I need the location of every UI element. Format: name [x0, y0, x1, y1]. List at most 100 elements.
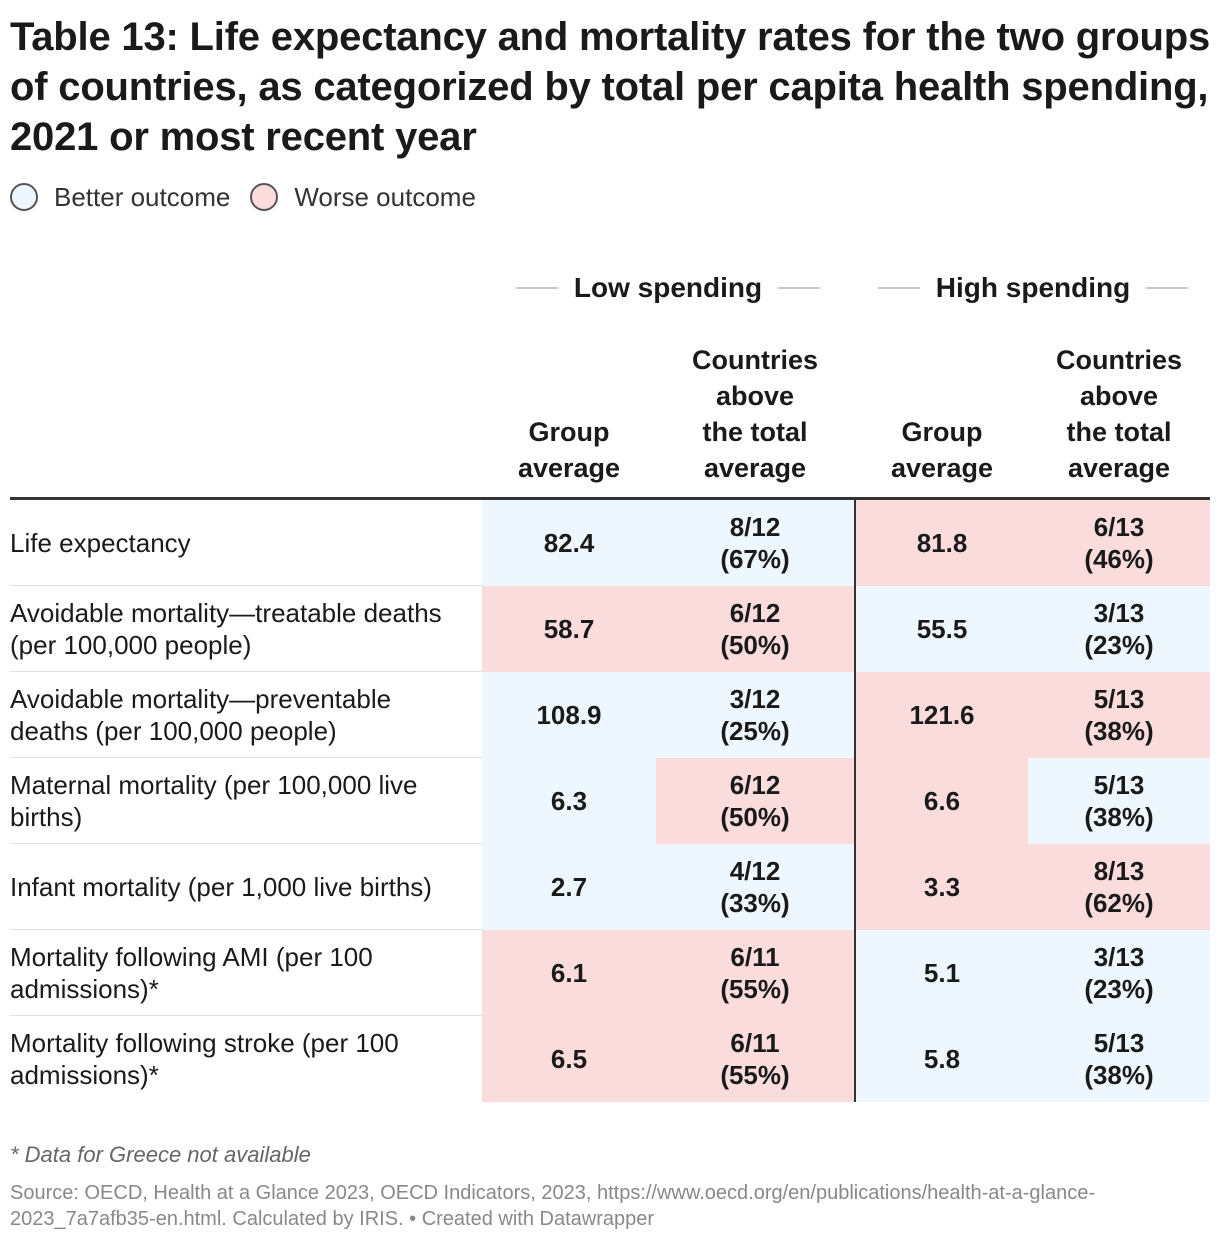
- low-countries-above-cell: 3/12 (25%): [656, 672, 854, 758]
- cell-value: 58.7: [543, 614, 595, 644]
- cell-count: 6/12: [729, 770, 781, 800]
- high-countries-above-cell: 5/13 (38%): [1028, 672, 1210, 758]
- row-label: Life expectancy: [10, 528, 191, 558]
- column-header-high-countries-above: Countries above the total average: [1028, 336, 1210, 486]
- cell-value: 6.6: [923, 786, 961, 816]
- high-group-average-cell: 3.3: [856, 844, 1028, 930]
- column-header-line: average: [703, 453, 807, 483]
- cell-percent: (50%): [720, 630, 790, 660]
- cell-percent: (23%): [1084, 974, 1154, 1004]
- cell-percent: (38%): [1084, 802, 1154, 832]
- cell-count: 8/12: [729, 512, 781, 542]
- group-header-low: Low spending: [482, 268, 854, 308]
- legend-label-better: Better outcome: [54, 181, 231, 212]
- low-countries-above-cell: 6/12 (50%): [656, 758, 854, 844]
- cell-value: 6.5: [550, 1044, 588, 1074]
- column-header-line: above: [1079, 381, 1159, 411]
- group-header-high: High spending: [856, 268, 1210, 308]
- table-row: Life expectancy 82.4 8/12 (67%) 81.8 6/13…: [10, 500, 1210, 586]
- table-row: Avoidable mortality—treatable deaths (pe…: [10, 586, 1210, 672]
- footnote: * Data for Greece not available: [10, 1142, 311, 1167]
- column-header-line: the total: [1066, 417, 1172, 447]
- legend: Better outcome Worse outcome: [10, 180, 496, 214]
- low-countries-above-cell: 6/11 (55%): [656, 1016, 854, 1102]
- column-header-line: above: [715, 381, 795, 411]
- cell-value: 6.3: [550, 786, 588, 816]
- cell-count: 6/12: [729, 598, 781, 628]
- cell-value: 3.3: [923, 872, 961, 902]
- high-countries-above-cell: 5/13 (38%): [1028, 758, 1210, 844]
- cell-count: 6/13: [1093, 512, 1145, 542]
- low-group-average-cell: 58.7: [482, 586, 656, 672]
- low-countries-above-cell: 8/12 (67%): [656, 500, 854, 586]
- cell-percent: (50%): [720, 802, 790, 832]
- low-countries-above-cell: 6/11 (55%): [656, 930, 854, 1016]
- low-group-average-cell: 6.5: [482, 1016, 656, 1102]
- low-group-average-cell: 108.9: [482, 672, 656, 758]
- cell-count: 3/12: [729, 684, 781, 714]
- cell-count: 5/13: [1093, 1028, 1145, 1058]
- cell-value: 81.8: [916, 528, 968, 558]
- table-row: Mortality following stroke (per 100 admi…: [10, 1016, 1210, 1102]
- row-label: Maternal mortality (per 100,000 live bir…: [10, 770, 418, 832]
- cell-percent: (55%): [720, 974, 790, 1004]
- high-group-average-cell: 121.6: [856, 672, 1028, 758]
- cell-percent: (46%): [1084, 544, 1154, 574]
- high-countries-above-cell: 8/13 (62%): [1028, 844, 1210, 930]
- low-countries-above-cell: 6/12 (50%): [656, 586, 854, 672]
- column-header-line: the total: [702, 417, 808, 447]
- column-header-line: Group: [901, 417, 983, 447]
- cell-percent: (38%): [1084, 1060, 1154, 1090]
- divider: [778, 287, 821, 289]
- divider: [877, 287, 920, 289]
- column-header-low-countries-above: Countries above the total average: [656, 336, 854, 486]
- low-group-average-cell: 6.3: [482, 758, 656, 844]
- table-row: Mortality following AMI (per 100 admissi…: [10, 930, 1210, 1016]
- low-group-average-cell: 82.4: [482, 500, 656, 586]
- cell-value: 5.8: [923, 1044, 961, 1074]
- low-countries-above-cell: 4/12 (33%): [656, 844, 854, 930]
- group-label-low: Low spending: [573, 272, 763, 303]
- column-header-low-group-average: Group average: [482, 336, 656, 486]
- high-countries-above-cell: 5/13 (38%): [1028, 1016, 1210, 1102]
- column-header-line: Group: [528, 417, 610, 447]
- cell-count: 8/13: [1093, 856, 1145, 886]
- table-row: Infant mortality (per 1,000 live births)…: [10, 844, 1210, 930]
- cell-count: 4/12: [729, 856, 781, 886]
- column-header-line: average: [517, 453, 621, 483]
- cell-count: 5/13: [1093, 770, 1145, 800]
- table-title: Table 13: Life expectancy and mortality …: [10, 15, 1211, 159]
- column-header-high-group-average: Group average: [856, 336, 1028, 486]
- table-row: Maternal mortality (per 100,000 live bir…: [10, 758, 1210, 844]
- high-group-average-cell: 6.6: [856, 758, 1028, 844]
- cell-percent: (67%): [720, 544, 790, 574]
- group-label-high: High spending: [935, 272, 1131, 303]
- cell-percent: (33%): [720, 888, 790, 918]
- high-group-average-cell: 5.1: [856, 930, 1028, 1016]
- cell-value: 6.1: [550, 958, 588, 988]
- low-group-average-cell: 6.1: [482, 930, 656, 1016]
- cell-count: 3/13: [1093, 942, 1145, 972]
- column-header-line: average: [890, 453, 994, 483]
- cell-value: 2.7: [550, 872, 588, 902]
- cell-value: 108.9: [536, 700, 602, 730]
- low-group-average-cell: 2.7: [482, 844, 656, 930]
- cell-percent: (38%): [1084, 716, 1154, 746]
- cell-count: 3/13: [1093, 598, 1145, 628]
- row-label: Mortality following stroke (per 100 admi…: [10, 1028, 399, 1090]
- legend-item-better: Better outcome: [10, 182, 230, 213]
- high-group-average-cell: 81.8: [856, 500, 1028, 586]
- row-label: Avoidable mortality—treatable deaths (pe…: [10, 598, 442, 660]
- cell-percent: (55%): [720, 1060, 790, 1090]
- cell-value: 82.4: [543, 528, 595, 558]
- column-header-line: Countries: [1055, 345, 1182, 375]
- cell-percent: (25%): [720, 716, 790, 746]
- high-countries-above-cell: 3/13 (23%): [1028, 586, 1210, 672]
- high-group-average-cell: 55.5: [856, 586, 1028, 672]
- legend-label-worse: Worse outcome: [294, 181, 476, 212]
- column-header-line: Countries: [691, 345, 818, 375]
- better-swatch-icon: [10, 183, 38, 211]
- cell-count: 6/11: [730, 942, 780, 972]
- table-body: Life expectancy 82.4 8/12 (67%) 81.8 6/13…: [10, 500, 1210, 1102]
- legend-item-worse: Worse outcome: [250, 182, 476, 213]
